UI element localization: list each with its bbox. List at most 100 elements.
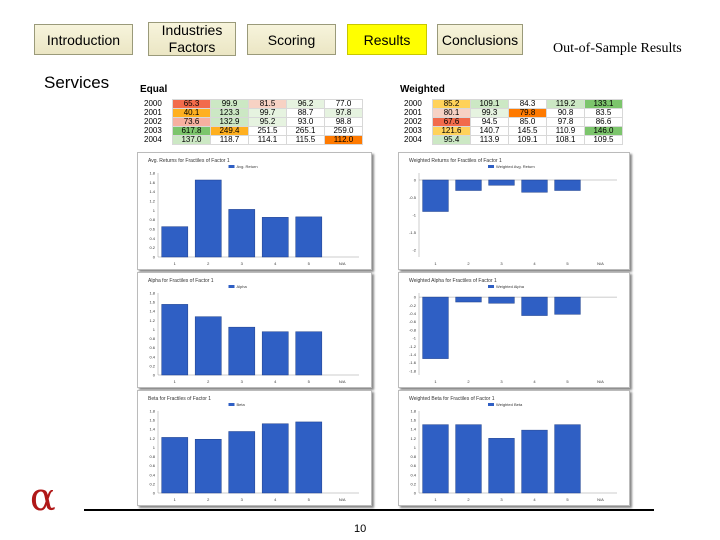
weighted-results-table: 2000 85.2 109.1 84.3 119.2 133.1 2001 80.1 99.3 7… [400, 99, 623, 145]
y-tick-label: -0.4 [409, 311, 417, 316]
bar [228, 431, 256, 494]
weighted-table-label: Weighted [400, 84, 445, 95]
y-tick-label: 0.2 [149, 363, 155, 368]
x-tick-label: N/A [339, 497, 346, 502]
y-tick-label: 1.8 [149, 409, 155, 414]
y-tick-label: 0.2 [149, 245, 155, 250]
bar [521, 179, 548, 193]
table-row: 2002 67.6 94.5 85.0 97.8 86.6 [400, 117, 623, 127]
value-cell: 115.5 [286, 135, 325, 145]
y-tick-label: -1.8 [409, 368, 417, 373]
bar [455, 296, 482, 303]
legend-label: Avg. Return [237, 164, 258, 169]
year-cell: 2004 [140, 135, 173, 145]
x-tick-label: 2 [467, 261, 470, 266]
y-tick-label: -0.2 [409, 303, 417, 308]
y-tick-label: 1 [153, 445, 156, 450]
y-tick-label: 1.8 [410, 409, 416, 414]
x-tick-label: 5 [308, 379, 311, 384]
bar [161, 437, 189, 494]
value-cell: 118.7 [210, 135, 249, 145]
bar [521, 296, 548, 316]
equal-results-table: 2000 65.3 99.9 81.5 96.2 77.0 2001 40.1 123.3 99.… [140, 99, 363, 145]
value-cell: 108.1 [546, 135, 585, 145]
table-row: 2004 137.0 118.7 114.1 115.5 112.0 [140, 135, 363, 145]
x-tick-label: 3 [500, 261, 503, 266]
y-tick-label: 0 [153, 491, 156, 496]
x-tick-label: 3 [500, 379, 503, 384]
x-tick-label: 2 [207, 379, 210, 384]
bar [488, 179, 515, 186]
footer-divider [84, 509, 654, 511]
chart-title: Alpha for Fractiles of Factor 1 [148, 278, 214, 284]
nav-introduction[interactable]: Introduction [34, 24, 133, 55]
y-tick-label: 1.6 [149, 418, 155, 423]
value-cell: 95.4 [432, 135, 471, 145]
year-cell: 2001 [140, 108, 173, 118]
y-tick-label: 0 [414, 491, 417, 496]
bar [261, 217, 289, 258]
chart-alpha: Alpha for Fractiles of Factor 1 Alpha 1.8 1… [137, 272, 372, 388]
y-tick-label: 1.4 [149, 189, 155, 194]
x-tick-label: 1 [434, 497, 437, 502]
bar [455, 179, 482, 191]
y-tick-label: 1.6 [149, 180, 155, 185]
equal-table-label: Equal [140, 84, 168, 95]
y-tick-label: 0.4 [149, 472, 155, 477]
y-tick-label: 0.6 [149, 345, 155, 350]
alpha-logo-icon: α [30, 475, 56, 519]
x-tick-label: N/A [597, 379, 604, 384]
y-tick-label: 1.8 [149, 291, 155, 296]
nav-industries-factors[interactable]: Industries Factors [148, 22, 236, 56]
y-tick-label: -1.5 [409, 230, 417, 235]
bar [295, 331, 323, 376]
value-cell: 112.0 [324, 135, 363, 145]
nav-services[interactable]: Services [44, 73, 110, 92]
x-tick-label: 3 [241, 497, 244, 502]
x-tick-label: 3 [241, 379, 244, 384]
x-tick-label: 1 [174, 497, 177, 502]
bar [554, 296, 581, 315]
x-tick-label: 1 [434, 379, 437, 384]
nav-scoring[interactable]: Scoring [247, 24, 336, 55]
bar [194, 438, 222, 494]
y-tick-label: 0.4 [149, 354, 155, 359]
x-tick-label: N/A [597, 261, 604, 266]
bar [194, 179, 222, 258]
legend-swatch [228, 285, 235, 288]
y-tick-label: 0 [414, 178, 417, 183]
y-tick-label: 1.4 [410, 427, 416, 432]
chart-weighted-alpha: Weighted Alpha for Fractiles of Factor 1… [398, 272, 630, 388]
y-tick-label: 0.6 [410, 463, 416, 468]
legend-swatch [228, 403, 235, 406]
year-cell: 2002 [140, 117, 173, 127]
x-tick-label: 3 [241, 261, 244, 266]
year-cell: 2001 [400, 108, 433, 118]
legend-label: Beta [237, 402, 246, 407]
x-tick-label: 2 [467, 497, 470, 502]
bar [161, 304, 189, 376]
legend-label: Alpha [237, 284, 248, 289]
bar [295, 216, 323, 258]
nav-results[interactable]: Results [347, 24, 427, 55]
x-tick-label: 1 [174, 379, 177, 384]
year-cell: 2000 [140, 99, 173, 109]
y-tick-label: 1 [153, 208, 156, 213]
x-tick-label: N/A [339, 379, 346, 384]
bar [521, 429, 548, 494]
y-tick-label: 0 [153, 373, 156, 378]
chart-title: Weighted Beta for Fractiles of Factor 1 [409, 396, 495, 402]
y-tick-label: -1.4 [409, 352, 417, 357]
y-tick-label: 0.6 [149, 227, 155, 232]
legend-swatch [488, 285, 494, 288]
x-tick-label: 1 [434, 261, 437, 266]
y-tick-label: 0.2 [149, 481, 155, 486]
x-tick-label: 5 [308, 497, 311, 502]
year-cell: 2002 [400, 117, 433, 127]
y-tick-label: -0.8 [409, 327, 417, 332]
y-tick-label: -0.6 [409, 319, 417, 324]
chart-title: Avg. Returns for Fractiles of Factor 1 [148, 158, 230, 164]
x-tick-label: 4 [533, 497, 536, 502]
nav-conclusions[interactable]: Conclusions [437, 24, 523, 55]
